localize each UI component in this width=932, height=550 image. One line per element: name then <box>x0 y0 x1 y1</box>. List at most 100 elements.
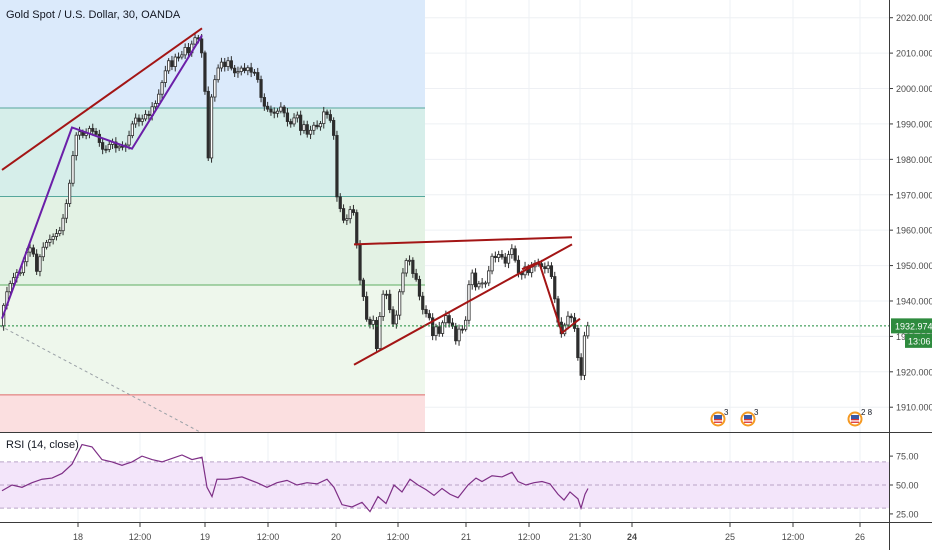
candle-body <box>417 278 422 297</box>
candle-body <box>516 259 521 274</box>
candle-body <box>176 56 181 59</box>
candle-body <box>440 322 445 334</box>
price-axis-label: 1970.000 <box>896 190 932 200</box>
candle-body <box>252 71 257 74</box>
candle-body <box>378 316 382 350</box>
candle-body <box>71 155 75 184</box>
candle-body <box>457 328 461 342</box>
time-axis-label: 20 <box>331 532 341 542</box>
candle-body <box>312 124 316 131</box>
flag-stripe <box>714 421 722 423</box>
price-axis-label: 2000.000 <box>896 84 932 94</box>
price-axis-label: 1980.000 <box>896 155 932 165</box>
candle-body <box>107 143 111 150</box>
candle-body <box>143 113 148 120</box>
candle-body <box>266 105 270 110</box>
candle-body <box>272 111 276 114</box>
trend-line <box>1 27 203 171</box>
candle-body <box>351 209 356 213</box>
price-axis-label: 2020.000 <box>896 13 932 23</box>
candle-body <box>229 60 233 69</box>
candle-body <box>355 212 359 246</box>
candle-body <box>239 67 243 72</box>
us-flag-icon: 3 <box>710 408 729 427</box>
flag-stripe <box>851 419 859 421</box>
candle-body <box>368 318 372 325</box>
candle-body <box>295 114 299 119</box>
candle-body <box>160 82 164 95</box>
price-axis-label: 1940.000 <box>896 296 932 306</box>
time-axis-label: 12:00 <box>387 532 410 542</box>
candle-body <box>77 131 82 136</box>
countdown-box <box>905 333 932 348</box>
candle-body <box>477 283 481 288</box>
price-axis-label: 1950.000 <box>896 261 932 271</box>
price-axis-label: 2010.000 <box>896 49 932 59</box>
candle-body <box>259 79 263 98</box>
fib-zone <box>0 285 425 395</box>
candle-body <box>193 37 197 45</box>
candle-body <box>64 203 68 219</box>
candle-body <box>170 60 174 67</box>
candle-body <box>407 259 412 262</box>
candle-body <box>219 61 224 69</box>
candle-body <box>338 196 342 209</box>
candle-body <box>480 282 484 285</box>
candle-body <box>549 265 554 277</box>
candle-body <box>358 244 362 281</box>
time-axis-label: 19 <box>200 532 210 542</box>
price-badge-label: 1932.974 <box>895 321 932 331</box>
candle-body <box>384 293 389 296</box>
event-count: 3 <box>724 408 729 417</box>
candle-body <box>490 255 494 272</box>
candle-body <box>163 70 167 83</box>
candle-body <box>213 79 217 98</box>
candle-body <box>513 248 517 261</box>
candle-body <box>180 54 184 58</box>
candle-body <box>318 123 323 128</box>
candle-body <box>68 182 72 205</box>
price-axis-label: 1960.000 <box>896 226 932 236</box>
candle-body <box>543 266 547 270</box>
candle-body <box>427 313 431 319</box>
candle-body <box>322 111 326 124</box>
candle-body <box>473 272 478 288</box>
candle-body <box>341 208 346 221</box>
candle-body <box>483 282 488 285</box>
candle-body <box>553 276 557 300</box>
candle-body <box>493 255 497 259</box>
rsi-axis-label: 50.00 <box>896 481 919 491</box>
price-axis-label: 1990.000 <box>896 119 932 129</box>
candle-body <box>460 328 464 331</box>
candle-body <box>500 254 504 258</box>
rsi-pane: 75.00 50.00 25.00 <box>0 443 919 519</box>
candle-body <box>74 134 78 157</box>
candle-body <box>566 315 570 326</box>
trend-lines <box>1 27 581 366</box>
time-axis-label: 12:00 <box>782 532 805 542</box>
candle-body <box>299 114 303 131</box>
candle-body <box>246 67 250 72</box>
candle-body <box>130 123 134 137</box>
candle-body <box>308 129 313 135</box>
candle-body <box>157 93 161 104</box>
candle-body <box>137 117 141 122</box>
flag-stripe <box>744 419 752 421</box>
candle-body <box>289 121 293 125</box>
candle-body <box>127 135 131 146</box>
candle-body <box>262 97 266 107</box>
flag-canton <box>714 415 722 419</box>
candle-body <box>41 246 45 258</box>
candle-body <box>447 315 451 324</box>
candle-body <box>275 110 280 114</box>
time-axis: 18 12:00 19 12:00 20 12:00 21 12:00 21:30 24 25 12:… <box>73 523 865 542</box>
trend-line <box>1 34 203 320</box>
candle-body <box>117 145 121 149</box>
candle-body <box>487 270 491 284</box>
candle-body <box>582 335 587 376</box>
flag-stripe <box>744 421 752 423</box>
candle-body <box>414 273 418 280</box>
candle-body <box>233 67 237 74</box>
candle-body <box>101 142 105 150</box>
economic-events: 3 3 2 8 <box>710 408 873 427</box>
